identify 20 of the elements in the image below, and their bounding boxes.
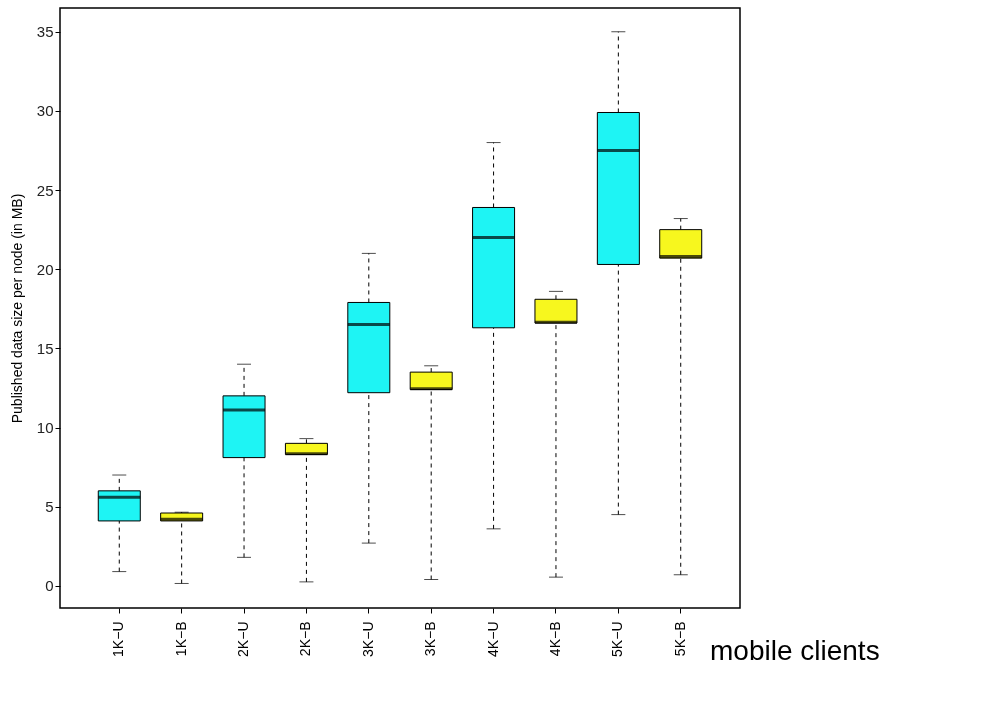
x-tick-label: 1K−U	[110, 621, 127, 657]
y-tick-label: 10	[36, 419, 54, 437]
y-tick-label: 5	[45, 498, 54, 516]
x-tick-label: 3K−U	[359, 621, 376, 657]
x-tick-label: 5K−B	[671, 621, 688, 657]
y-tick-label: 20	[36, 260, 54, 278]
x-tick-label: 5K−U	[609, 621, 626, 657]
y-tick-label: 30	[36, 102, 54, 120]
x-tick-label: 2K−B	[297, 621, 314, 657]
x-tick-label: 1K−B	[172, 621, 189, 657]
x-tick-label: 4K−B	[546, 621, 563, 657]
y-tick-label: 25	[36, 181, 54, 199]
y-tick-label: 0	[45, 577, 54, 595]
y-axis-title: Published data size per node (in MB)	[8, 193, 25, 424]
x-tick-label: 3K−B	[422, 621, 439, 657]
y-tick-label: 15	[36, 339, 54, 357]
x-tick-label: 2K−U	[235, 621, 252, 657]
x-tick-label: 4K−U	[484, 621, 501, 657]
text: mobile clients	[710, 635, 880, 666]
y-tick-label: 35	[36, 23, 54, 41]
